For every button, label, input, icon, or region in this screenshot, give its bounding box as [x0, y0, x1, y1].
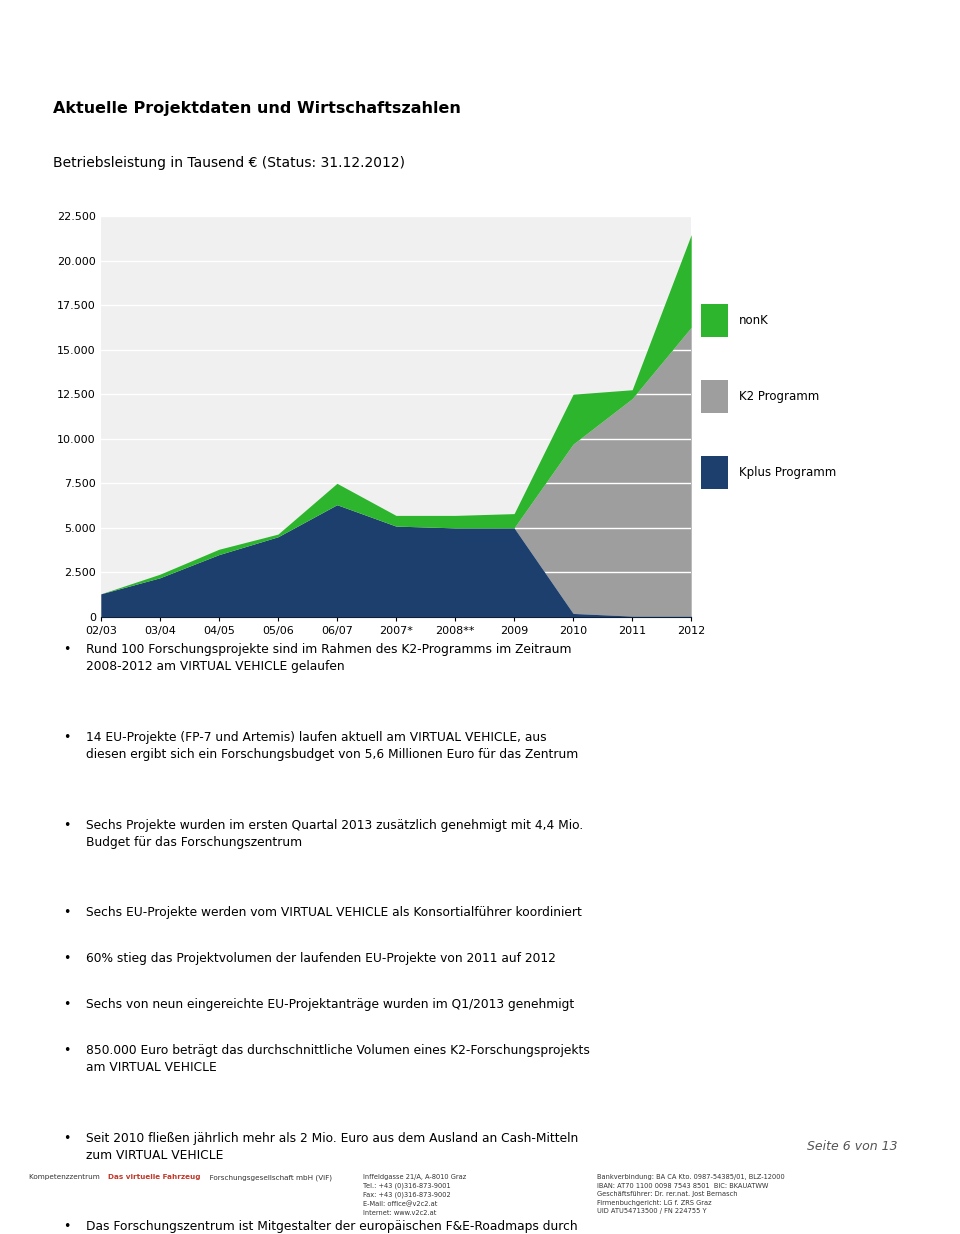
Text: •: •: [63, 1044, 70, 1058]
Text: 850.000 Euro beträgt das durchschnittliche Volumen eines K2-Forschungsprojekts
a: 850.000 Euro beträgt das durchschnittlic…: [85, 1044, 589, 1075]
Bar: [701, 380, 729, 412]
Text: Forschungsgesellschaft mbH (ViF): Forschungsgesellschaft mbH (ViF): [204, 1175, 332, 1181]
Text: Sechs von neun eingereichte EU-Projektanträge wurden im Q1/2013 genehmigt: Sechs von neun eingereichte EU-Projektan…: [85, 998, 574, 1012]
Text: Betriebsleistung in Tausend € (Status: 31.12.2012): Betriebsleistung in Tausend € (Status: 3…: [53, 157, 405, 170]
Text: K2 Programm: K2 Programm: [739, 390, 819, 402]
Text: virtual: virtual: [595, 28, 661, 49]
Text: •: •: [63, 1132, 70, 1145]
Text: Kplus Programm: Kplus Programm: [739, 466, 836, 479]
Text: •: •: [63, 907, 70, 919]
Text: •: •: [63, 1220, 70, 1233]
Text: •: •: [63, 731, 70, 744]
Text: Sechs EU-Projekte werden vom VIRTUAL VEHICLE als Konsortialführer koordiniert: Sechs EU-Projekte werden vom VIRTUAL VEH…: [85, 907, 582, 919]
Bar: [701, 457, 729, 489]
Text: Seite 6 von 13: Seite 6 von 13: [807, 1140, 898, 1153]
Text: •: •: [63, 643, 70, 656]
Text: ○: ○: [758, 27, 780, 51]
Text: Das virtuelle Fahrzeug: Das virtuelle Fahrzeug: [108, 1175, 201, 1180]
Text: •: •: [63, 998, 70, 1012]
Text: Inffeldgasse 21/A, A-8010 Graz
Tel.: +43 (0)316-873-9001
Fax: +43 (0)316-873-900: Inffeldgasse 21/A, A-8010 Graz Tel.: +43…: [363, 1175, 466, 1215]
Bar: [701, 304, 729, 337]
Text: 14 EU-Projekte (FP-7 und Artemis) laufen aktuell am VIRTUAL VEHICLE, aus
diesen : 14 EU-Projekte (FP-7 und Artemis) laufen…: [85, 731, 578, 761]
Text: Sechs Projekte wurden im ersten Quartal 2013 zusätzlich genehmigt mit 4,4 Mio.
B: Sechs Projekte wurden im ersten Quartal …: [85, 818, 583, 849]
Text: Bankverbindung: BA CA Kto. 0987-54385/01, BLZ-12000
IBAN: AT70 1100 0098 7543 85: Bankverbindung: BA CA Kto. 0987-54385/01…: [597, 1175, 785, 1214]
Text: vehicle: vehicle: [806, 28, 881, 49]
Text: •: •: [63, 953, 70, 965]
Text: Aktuelle Projektdaten und Wirtschaftszahlen: Aktuelle Projektdaten und Wirtschaftszah…: [53, 101, 461, 116]
Text: nonK: nonK: [739, 313, 769, 327]
Text: Kompetenzzentrum: Kompetenzzentrum: [29, 1175, 102, 1180]
Text: •: •: [63, 818, 70, 832]
Text: Das Forschungszentrum ist Mitgestalter der europäischen F&E-Roadmaps durch
seine: Das Forschungszentrum ist Mitgestalter d…: [85, 1220, 591, 1234]
Text: PRESSEINFORMATION: PRESSEINFORMATION: [58, 32, 228, 46]
Text: Seit 2010 fließen jährlich mehr als 2 Mio. Euro aus dem Ausland an Cash-Mitteln
: Seit 2010 fließen jährlich mehr als 2 Mi…: [85, 1132, 578, 1162]
Text: 60% stieg das Projektvolumen der laufenden EU-Projekte von 2011 auf 2012: 60% stieg das Projektvolumen der laufend…: [85, 953, 556, 965]
Text: Rund 100 Forschungsprojekte sind im Rahmen des K2-Programms im Zeitraum
2008-201: Rund 100 Forschungsprojekte sind im Rahm…: [85, 643, 571, 673]
